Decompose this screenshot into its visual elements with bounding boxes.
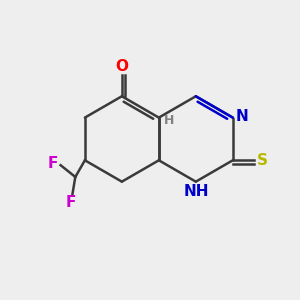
Text: F: F [66, 195, 76, 210]
Text: N: N [236, 109, 249, 124]
Text: S: S [257, 153, 268, 168]
Text: F: F [47, 156, 58, 171]
Text: NH: NH [184, 184, 209, 199]
Text: O: O [116, 59, 128, 74]
Text: H: H [164, 114, 174, 127]
